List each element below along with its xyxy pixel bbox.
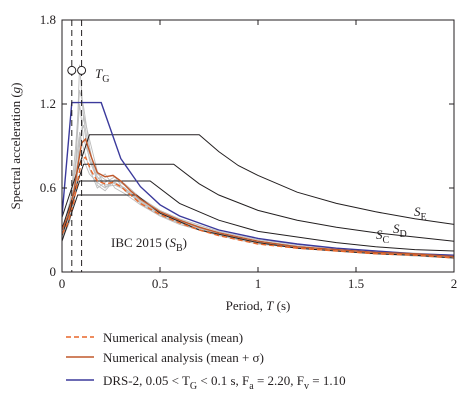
x-tick-label: 2	[451, 276, 458, 291]
tg-label: TG	[95, 66, 109, 85]
y-tick-label: 0.6	[40, 180, 57, 195]
se-label: SE	[414, 204, 427, 223]
axis-ticks: 0 0.5 1 1.5 2 0 0.6 1.2 1.8	[40, 12, 458, 291]
x-tick-label: 0.5	[152, 276, 168, 291]
drs-spectrum-line-1	[62, 101, 454, 256]
x-axis-title: Period, T (s)	[226, 298, 291, 313]
legend: Numerical analysis (mean) Numerical anal…	[66, 330, 346, 392]
tg-lines	[67, 20, 87, 272]
y-tick-label: 1.8	[40, 12, 56, 27]
tg-marker-2	[77, 65, 87, 75]
plot-lines	[62, 64, 454, 259]
mean-sigma-spectrum-line-1	[62, 137, 454, 258]
y-tick-label: 1.2	[40, 96, 56, 111]
legend-label-mean: Numerical analysis (mean)	[103, 330, 243, 345]
x-tick-label: 0	[59, 276, 66, 291]
legend-label-drs: DRS-2, 0.05 < TG < 0.1 s, Fa = 2.20, Fv …	[103, 373, 346, 392]
mean-spectrum-line-1	[62, 156, 454, 259]
sd-label: SD	[393, 221, 407, 240]
x-tick-label: 1.5	[348, 276, 364, 291]
ibc-spectrum-line-1	[62, 134, 454, 225]
x-tick-label: 1	[255, 276, 262, 291]
ibc-label: IBC 2015 (SB)	[111, 235, 187, 254]
ibc-spectrum-line-4	[62, 194, 454, 259]
record-spectrum-line-3	[62, 124, 454, 259]
ibc-spectrum-line-3	[62, 180, 454, 252]
y-tick-label: 0	[50, 264, 57, 279]
tg-marker-1	[67, 65, 77, 75]
ibc-spectrum-line-2	[62, 163, 454, 242]
y-axis-title: Spectral acceleration (g)	[8, 82, 23, 209]
legend-label-mean-sigma: Numerical analysis (mean + σ)	[103, 350, 264, 365]
sc-label: SC	[376, 227, 390, 246]
